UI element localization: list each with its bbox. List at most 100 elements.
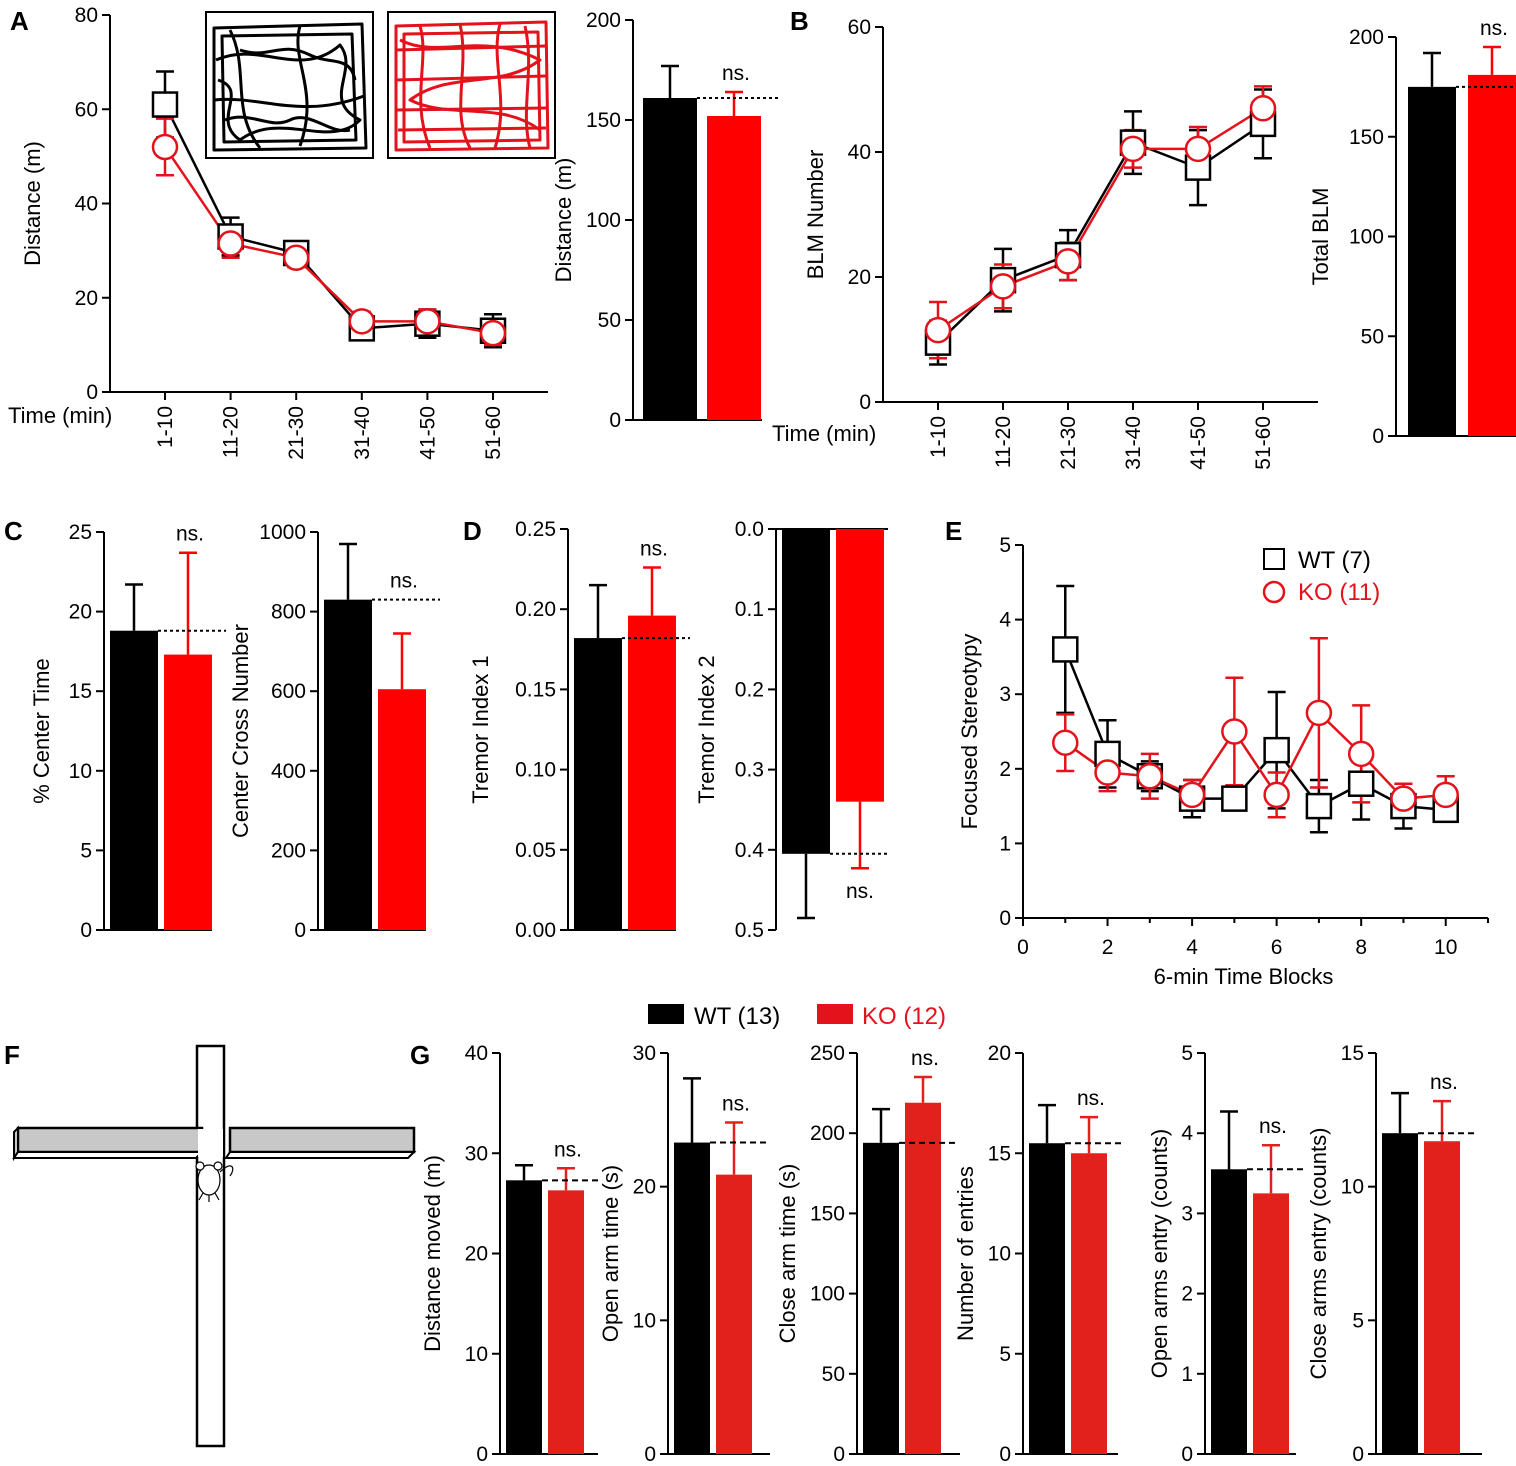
D2-ns-label: ns.: [846, 880, 874, 903]
G1-y-tick-label: 10: [465, 1343, 488, 1366]
G2-y-tick-label: 20: [633, 1176, 656, 1199]
track-insets: [205, 11, 556, 159]
C1-y-tick-label: 15: [69, 680, 92, 703]
C1-ns-label: ns.: [176, 523, 204, 546]
panel-letter-b: B: [790, 6, 809, 36]
D1-y-tick-label: 0.25: [515, 518, 556, 541]
panel-letter-f: F: [4, 1040, 20, 1070]
B1-point-ko: [1054, 248, 1082, 275]
D1-y-tick-label: 0.20: [515, 598, 556, 621]
chart-G5: 0 1 2 3 4 5 Open arms entry (counts) ns.: [1147, 1042, 1303, 1466]
D1-y-tick-label: 0.00: [515, 919, 556, 942]
chart-B2: 0 50 100 150 200 Total BLM ns.: [1308, 17, 1516, 448]
A1-y-tick-label: 0: [86, 381, 98, 404]
E-point-wt: [1347, 770, 1375, 797]
A1-x-tick-label: 51-60: [482, 406, 505, 460]
G1-bar-wt: [506, 1180, 542, 1454]
D1-bar-ko: [628, 615, 676, 930]
chart-A1: 0 20 40 60 80 Distance (m) 1-10 11-20 21-30 31-40…: [8, 4, 548, 460]
B1-x-tick-label: 1-10: [927, 416, 950, 458]
chart-C1: 0 5 10 15 20 25 % Center Time ns.: [29, 521, 226, 942]
E-point-wt: [1052, 636, 1079, 663]
B1-point-ko: [1119, 135, 1147, 163]
B1-x-tick-label: 11-20: [992, 416, 1015, 468]
E-point-wt: [1305, 792, 1333, 820]
mouse-icon: [195, 1161, 234, 1202]
A1-x-tick-label: 11-20: [220, 406, 243, 458]
D2-bar-wt: [782, 529, 830, 854]
B2-bar-ko: [1468, 74, 1516, 436]
legend-e: WT (7) KO (11): [1262, 547, 1380, 606]
D2-y-tick-label: 0.0: [735, 518, 764, 541]
B2-y-tick-label: 100: [1349, 226, 1384, 249]
legend-e-wt-square: [1263, 548, 1285, 570]
E-y-axis-title: Focused Stereotypy: [957, 634, 982, 830]
G6-y-axis-title: Close arms entry (counts): [1306, 1128, 1331, 1380]
E-point-wt: [1221, 785, 1248, 812]
panel-letter-e: E: [945, 516, 962, 546]
G4-y-tick-label: 20: [988, 1042, 1011, 1065]
C1-y-tick-label: 5: [80, 839, 92, 862]
G4-ns-label: ns.: [1077, 1087, 1105, 1110]
G6-bar-wt: [1382, 1133, 1418, 1454]
chart-A2: 0 50 100 150 200 Distance (m) ns.: [551, 9, 779, 432]
C2-y-tick-label: 400: [271, 760, 306, 783]
E-point-ko: [1052, 729, 1079, 756]
G4-bar-wt: [1029, 1143, 1065, 1454]
D1-y-tick-label: 0.15: [515, 678, 556, 701]
G2-bar-wt: [674, 1142, 710, 1454]
B1-y-tick-label: 60: [848, 16, 871, 39]
C1-y-axis-title: % Center Time: [29, 658, 54, 804]
G5-bar-wt: [1211, 1169, 1247, 1454]
D2-bar-ko: [836, 529, 884, 802]
E-x-tick-label: 2: [1102, 936, 1114, 959]
G4-y-tick-label: 15: [988, 1142, 1011, 1165]
D1-y-tick-label: 0.05: [515, 839, 556, 862]
wt-track-drawing: [212, 22, 368, 152]
E-point-ko: [1263, 781, 1290, 809]
A1-x-tick-label: 41-50: [416, 406, 439, 460]
maze-open-arm-left: [16, 1126, 204, 1154]
A1-point-ko: [348, 308, 376, 335]
G1-bar-ko: [548, 1190, 584, 1454]
A1-point-ko: [151, 133, 179, 161]
G5-y-tick-label: 4: [1181, 1122, 1193, 1145]
G4-y-tick-label: 10: [988, 1243, 1011, 1266]
G2-y-axis-title: Open arm time (s): [598, 1165, 623, 1342]
G2-y-tick-label: 0: [644, 1443, 656, 1466]
C2-bar-wt: [324, 599, 372, 930]
G1-y-tick-label: 40: [465, 1042, 488, 1065]
B1-x-tick-label: 21-30: [1057, 416, 1080, 470]
C1-y-tick-label: 25: [69, 521, 92, 544]
C2-ns-label: ns.: [390, 570, 418, 593]
A2-y-tick-label: 100: [586, 209, 621, 232]
G3-y-axis-title: Close arm time (s): [775, 1164, 800, 1344]
legend-g-ko-label: KO (12): [862, 1003, 946, 1030]
B2-y-tick-label: 150: [1349, 126, 1384, 149]
B2-y-tick-label: 200: [1349, 26, 1384, 49]
G3-y-tick-label: 200: [810, 1122, 845, 1145]
B1-x-tick-label: 51-60: [1252, 416, 1275, 470]
G3-bar-wt: [863, 1142, 899, 1454]
C1-y-tick-label: 20: [69, 601, 92, 624]
G2-y-tick-label: 10: [633, 1309, 656, 1332]
chart-G2: 0 10 20 30 Open arm time (s) ns.: [598, 1042, 770, 1466]
panel-letter-d: D: [463, 516, 482, 546]
chart-D1: 0.00 0.05 0.10 0.15 0.20 0.25 Tremor Index 1 ns…: [468, 518, 690, 942]
C2-y-tick-label: 0: [294, 919, 306, 942]
A1-x-tick-label: 21-30: [285, 406, 308, 460]
E-x-axis-title: 6-min Time Blocks: [1154, 964, 1334, 989]
G6-y-tick-label: 0: [1352, 1443, 1364, 1466]
D2-y-tick-label: 0.3: [735, 759, 764, 782]
A1-x-axis-title: Time (min): [8, 403, 112, 428]
B1-y-tick-label: 20: [848, 266, 871, 289]
D1-ns-label: ns.: [640, 537, 668, 560]
E-point-ko: [1390, 785, 1417, 812]
D2-y-tick-label: 0.4: [735, 839, 765, 862]
E-point-ko: [1221, 718, 1248, 745]
D2-y-tick-label: 0.1: [735, 598, 764, 621]
E-y-tick-label: 5: [999, 534, 1011, 557]
G2-y-tick-label: 30: [633, 1042, 656, 1065]
E-point-ko: [1094, 759, 1121, 786]
G5-y-tick-label: 0: [1181, 1443, 1193, 1466]
